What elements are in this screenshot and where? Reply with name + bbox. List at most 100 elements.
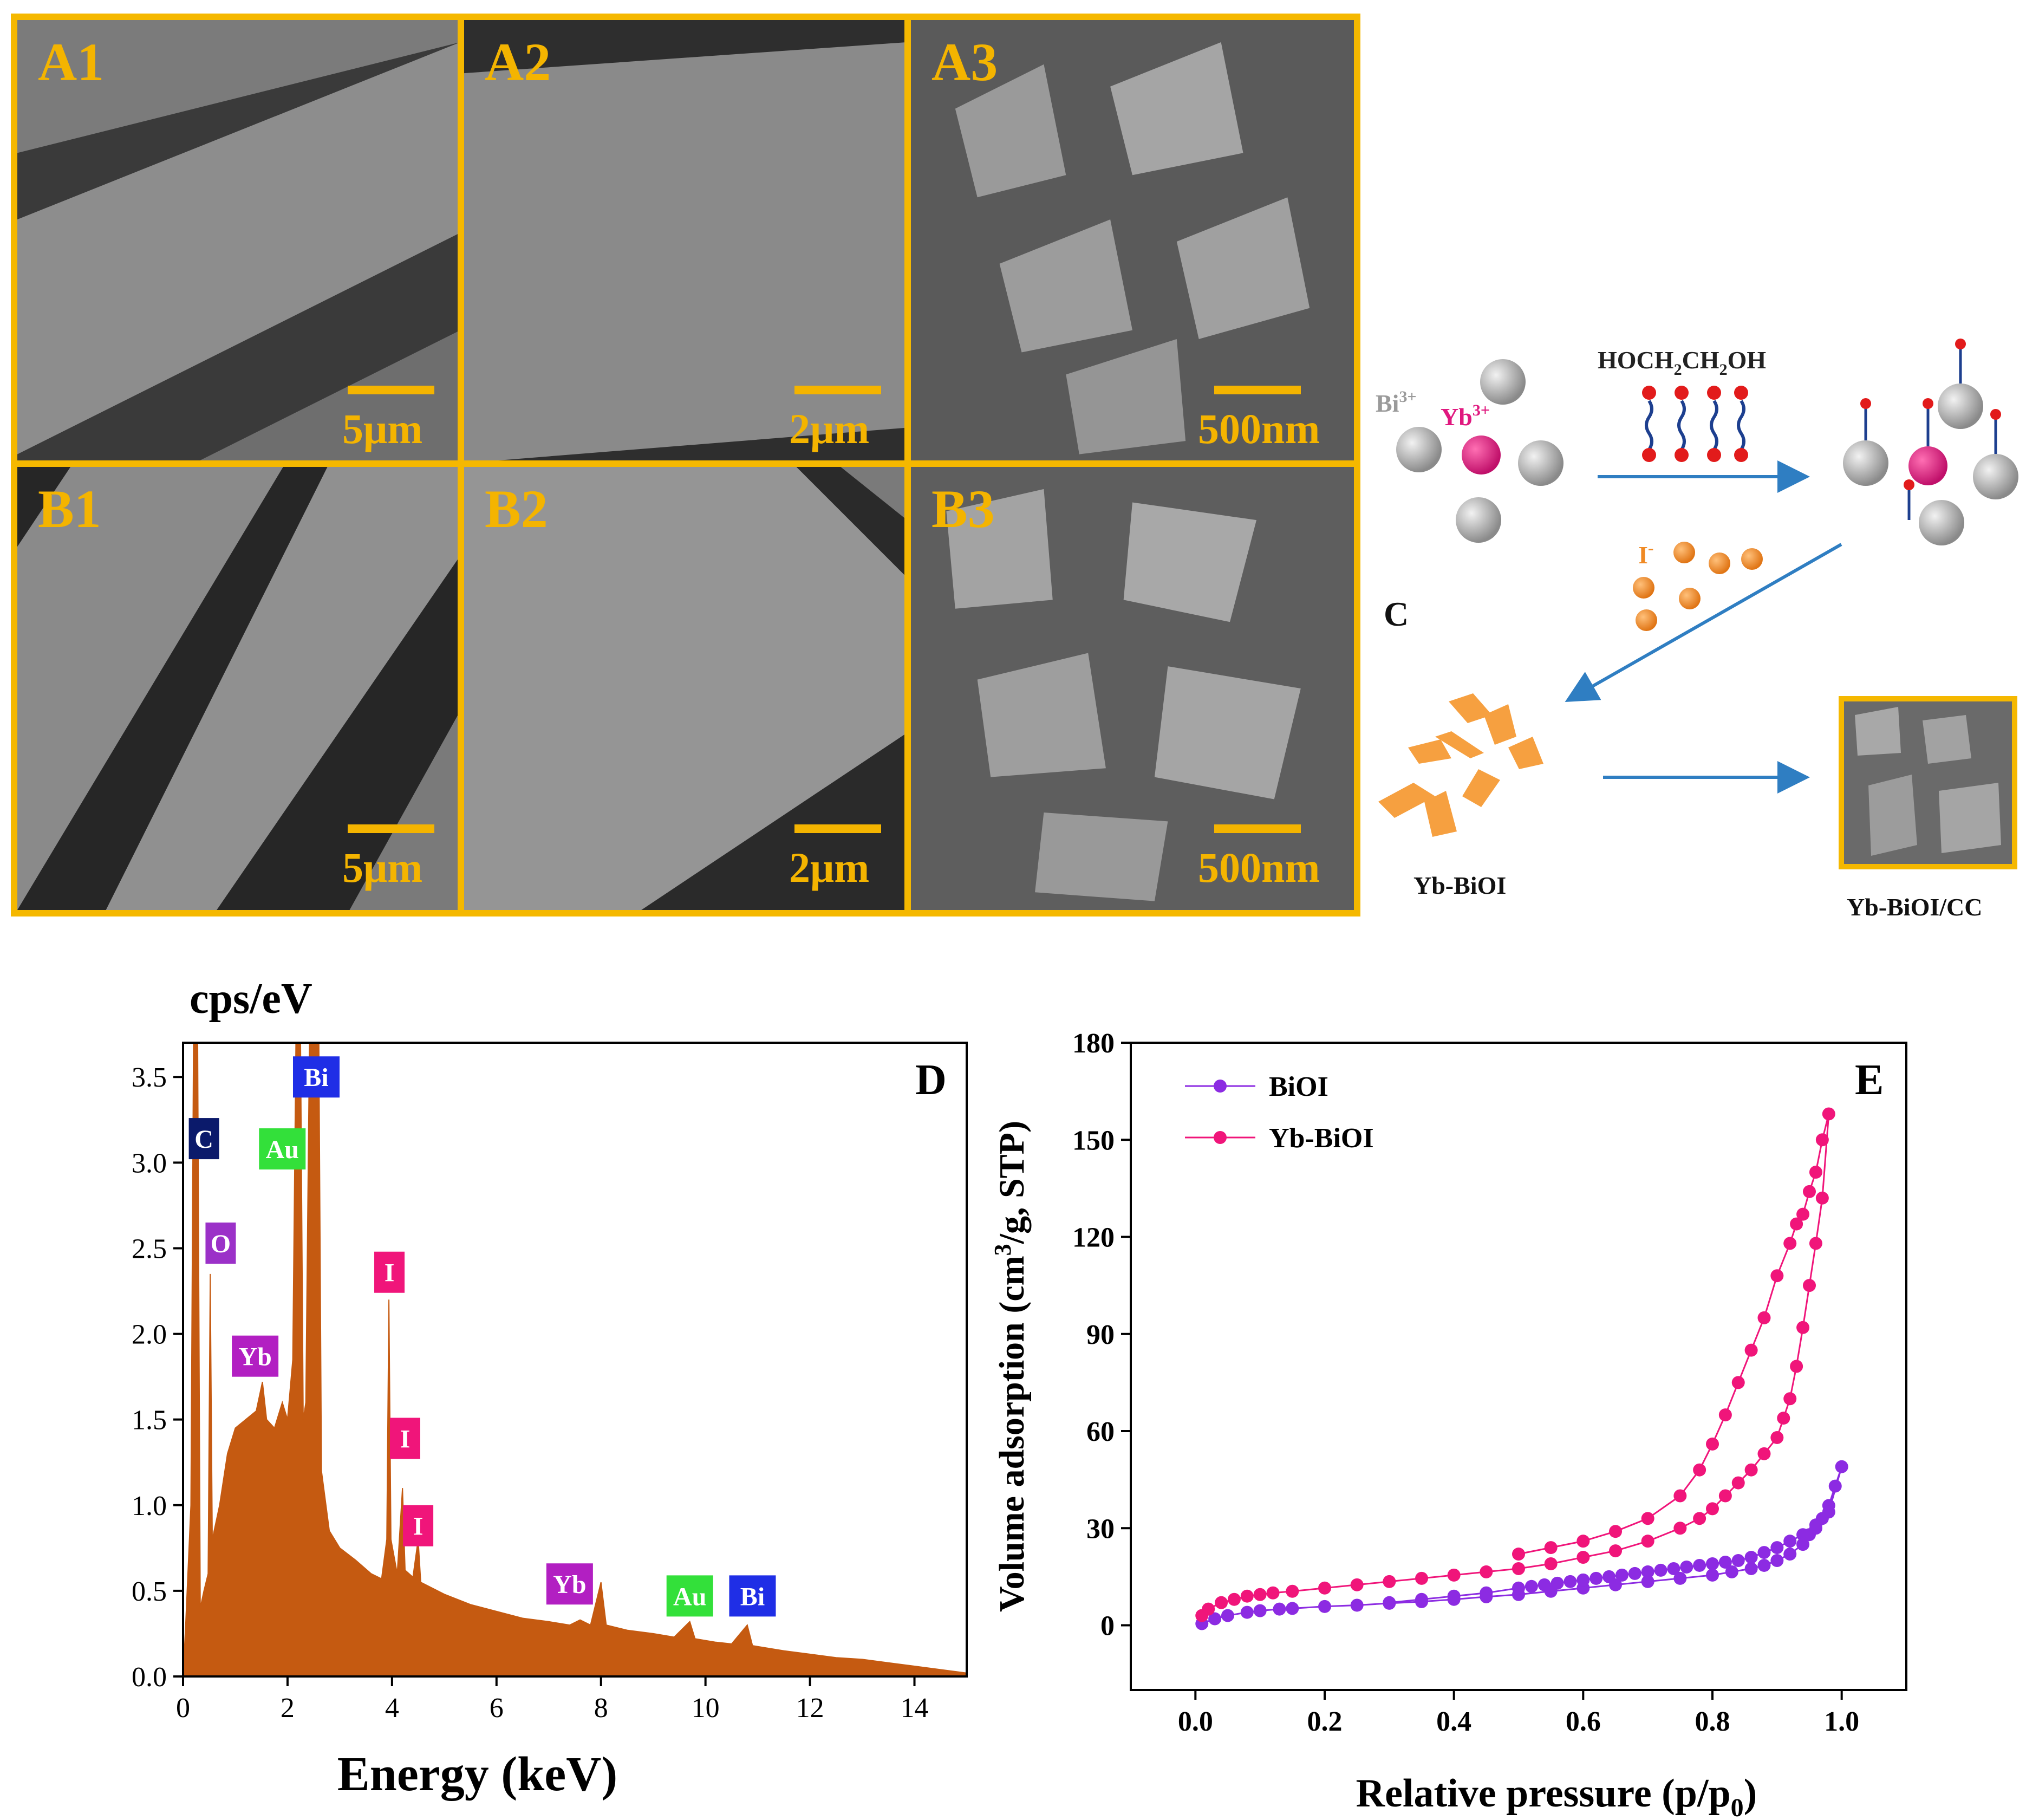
scale-text-b3: 500nm (1198, 844, 1320, 891)
bet-data-point (1822, 1107, 1835, 1121)
bet-data-point (1240, 1589, 1254, 1603)
eds-peak-label: I (400, 1425, 411, 1453)
eds-panel-label: D (915, 1056, 947, 1104)
bet-y-tick-label: 60 (1086, 1416, 1115, 1447)
bet-data-point (1415, 1592, 1428, 1606)
eds-spectrum-area (182, 1042, 967, 1677)
legend-marker (1214, 1080, 1227, 1093)
iodide-ions (1633, 542, 1763, 631)
eds-peak-label-box (729, 1575, 776, 1617)
bet-x-tick-label: 0.8 (1695, 1706, 1730, 1737)
bet-data-point (1718, 1408, 1732, 1422)
eds-x-axis-label: Energy (keV) (337, 1747, 617, 1801)
eds-peak-label: I (413, 1512, 424, 1541)
bet-data-point (1667, 1562, 1680, 1575)
sem-panel-b2: B2 2μm (458, 460, 914, 916)
bet-data-point (1641, 1535, 1654, 1548)
bet-data-point (1803, 1279, 1816, 1292)
sem-panel-a3: A3 500nm (904, 14, 1360, 470)
bet-x-tick-label: 1.0 (1824, 1706, 1859, 1737)
bet-data-point (1680, 1560, 1693, 1574)
eds-peak-label: I (385, 1259, 395, 1288)
bet-data-point (1609, 1525, 1622, 1538)
bet-data-point (1576, 1551, 1590, 1564)
bet-data-point (1731, 1476, 1745, 1490)
eds-x-tick-label: 0 (176, 1693, 190, 1724)
bet-data-point (1544, 1541, 1558, 1555)
bet-data-point (1383, 1575, 1396, 1588)
bet-x-tick-label: 0.4 (1436, 1706, 1471, 1737)
bet-data-point (1253, 1604, 1267, 1617)
bet-data-point (1350, 1578, 1364, 1591)
bet-data-point (1803, 1185, 1816, 1198)
sem-image-a2 (464, 20, 907, 463)
bet-data-point (1673, 1489, 1687, 1503)
bet-data-point (1770, 1541, 1784, 1555)
eds-peak-label-box (389, 1418, 420, 1459)
bet-data-point (1564, 1575, 1577, 1588)
bet-data-point (1725, 1565, 1738, 1578)
eds-y-tick-label: 0.0 (132, 1662, 167, 1693)
ethylene-glycol-molecules (1642, 386, 1748, 462)
bet-data-point (1744, 1551, 1758, 1564)
eds-peak-label: C (194, 1125, 213, 1154)
bi-ion-sphere (1456, 497, 1501, 543)
bet-data-point (1227, 1592, 1241, 1606)
bet-data-point (1654, 1563, 1667, 1577)
scale-bar-b2 (794, 824, 881, 833)
sem-image-b2 (464, 467, 907, 910)
eds-peak-label: Bi (304, 1063, 328, 1092)
bet-data-point (1796, 1528, 1810, 1542)
bet-y-axis-label: Volume adsorption (cm3/g, STP) (989, 1121, 1032, 1612)
bet-data-point (1512, 1548, 1525, 1561)
bet-data-point (1718, 1489, 1732, 1503)
bet-data-point (1318, 1581, 1331, 1595)
iodide-label: I- (1638, 538, 1654, 569)
bet-data-point (1777, 1412, 1790, 1425)
bet-data-point (1783, 1535, 1797, 1548)
bet-data-point (1693, 1512, 1706, 1525)
bet-data-point (1770, 1269, 1784, 1283)
eds-peak-label-box (205, 1222, 236, 1264)
bet-x-axis-label: Relative pressure (p/p0) (1356, 1771, 1757, 1820)
bet-x-tick-label: 0.0 (1178, 1706, 1213, 1737)
bet-data-point (1525, 1580, 1538, 1593)
eds-x-tick-label: 10 (692, 1693, 720, 1724)
eds-x-tick-label: 8 (594, 1693, 608, 1724)
eds-peak-label: Bi (740, 1582, 765, 1611)
bet-data-point (1796, 1538, 1810, 1551)
bet-data-point (1641, 1575, 1654, 1588)
bet-x-tick-label: 0.2 (1307, 1706, 1343, 1737)
bet-data-point (1286, 1602, 1299, 1615)
eds-x-tick-label: 4 (385, 1693, 399, 1724)
bet-data-point (1809, 1237, 1822, 1250)
bet-data-point (1589, 1571, 1603, 1585)
bet-data-point (1551, 1576, 1564, 1590)
bet-data-point (1757, 1447, 1771, 1460)
bet-data-point (1221, 1609, 1234, 1622)
bet-data-point (1544, 1557, 1558, 1570)
eds-peak-label: Au (266, 1135, 299, 1164)
eds-y-tick-label: 3.0 (132, 1148, 167, 1179)
scale-bar-a3 (1214, 386, 1301, 394)
bet-data-point (1783, 1392, 1797, 1406)
bet-data-point (1286, 1584, 1299, 1598)
eds-peak-label: Yb (238, 1343, 271, 1372)
bet-series-line (1201, 1114, 1830, 1616)
bet-data-point (1731, 1554, 1745, 1567)
bet-plot-frame (1130, 1042, 1907, 1691)
sem-panel-a1: A1 5μm (11, 14, 467, 470)
bet-y-tick-label: 180 (1072, 1028, 1115, 1059)
sem-label-a3: A3 (931, 32, 998, 92)
bet-y-tick-label: 30 (1086, 1513, 1115, 1544)
bet-data-point (1350, 1598, 1364, 1612)
bet-data-point (1266, 1586, 1280, 1600)
sem-image-a1 (17, 20, 460, 463)
bet-data-point (1796, 1207, 1810, 1221)
eds-plot-frame (182, 1042, 968, 1678)
eds-spectrum-chart: 0 2 4 6 8 10 12 14 0.0 0.5 1.0 1.5 2.0 2.5 3.0 3.5 cps/e… (132, 975, 968, 1801)
bet-data-point (1783, 1237, 1797, 1250)
eds-x-tick-label: 2 (281, 1693, 295, 1724)
scale-text-a3: 500nm (1198, 405, 1320, 452)
scale-text-b2: 2μm (789, 844, 870, 891)
